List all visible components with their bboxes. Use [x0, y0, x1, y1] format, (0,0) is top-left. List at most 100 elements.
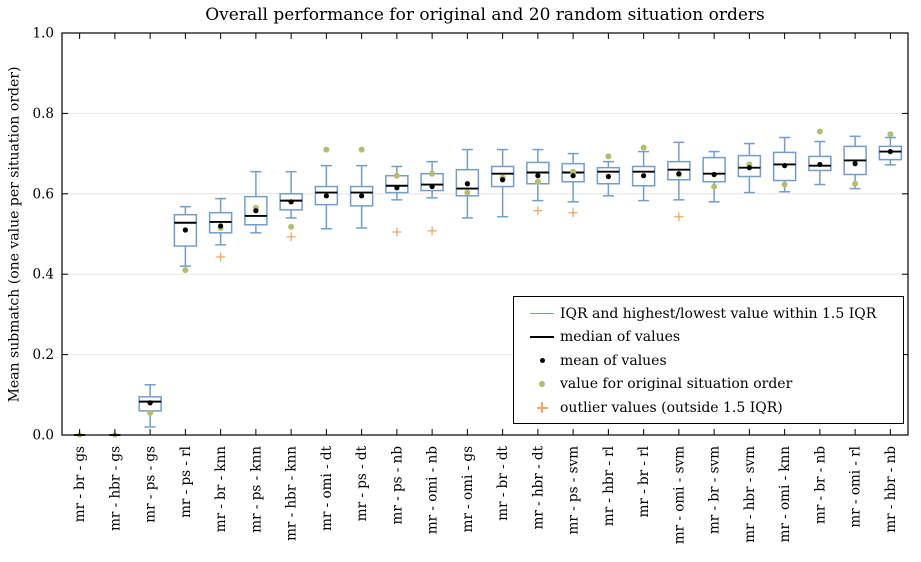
mean-dot [711, 171, 717, 178]
box-mr - hbr - rl [596, 153, 621, 197]
box-mr - br - rl [631, 144, 656, 202]
mean-dot [429, 183, 435, 190]
legend-row: value for original situation order [524, 373, 903, 397]
mean-dot [641, 173, 647, 179]
mean-dot [676, 171, 682, 177]
mean-dot [359, 193, 365, 199]
mean-dot [288, 199, 294, 205]
x-tick-label: mr - ps - nb [389, 446, 405, 524]
mean-dot [746, 165, 752, 171]
mean-dot [817, 161, 823, 168]
original-value-dot [534, 178, 541, 185]
x-tick-label: mr - hbr - dt [530, 445, 546, 529]
original-value-dot [816, 128, 823, 135]
mean-dot [147, 400, 153, 406]
x-tick-label: mr - br - gs [72, 446, 88, 522]
box-mr - br - svm [702, 150, 726, 203]
x-tick-label: mr - ps - svm [566, 446, 582, 535]
original-value-dot [147, 409, 154, 416]
box-mr - br - knn [208, 197, 233, 262]
y-tick-label: 0.2 [33, 347, 54, 363]
mean-dot [852, 161, 858, 167]
mean-dot [253, 208, 259, 214]
legend-row: IQR and highest/lowest value within 1.5 … [524, 302, 903, 326]
x-tick-label: mr - omi - rl [848, 446, 864, 528]
box-mr - br - nb [808, 128, 832, 186]
box-mr - omi - svm [667, 141, 691, 222]
box-mr - hbr - knn [279, 170, 303, 242]
x-tick-label: mr - ps - rl [178, 446, 194, 518]
original-value-dot [640, 144, 647, 151]
original-value-dot [464, 189, 471, 196]
original-value-dot [358, 146, 365, 153]
box-mr - omi - dt [314, 146, 339, 230]
mean-dot-icon [524, 358, 560, 364]
original-value-dot [182, 267, 189, 274]
mean-dot [605, 173, 611, 180]
legend-label: outlier values (outside 1.5 IQR) [560, 399, 783, 416]
original-value-dot [323, 146, 330, 153]
mean-dot [182, 227, 188, 233]
box-mr - ps - dt [349, 146, 374, 229]
x-tick-label: mr - br - svm [707, 446, 723, 534]
box-mr - ps - gs [138, 384, 162, 428]
x-tick-label: mr - br - rl [636, 446, 652, 517]
original-value-dot [570, 168, 577, 175]
original-value-dot [288, 223, 295, 230]
x-tick-label: mr - hbr - knn [284, 446, 300, 541]
box-mr - ps - svm [561, 152, 585, 218]
x-tick-label: mr - omi - nb [425, 446, 441, 534]
median-line-icon [524, 336, 560, 339]
box-mr - br - dt [490, 148, 515, 218]
legend-row: mean of values [524, 349, 903, 373]
x-tick-label: mr - br - dt [495, 445, 511, 520]
mean-dot [218, 223, 224, 229]
x-tick-label: mr - br - knn [213, 446, 229, 533]
original-value-dot [887, 131, 894, 138]
original-value-dot [393, 172, 400, 179]
x-tick-label: mr - hbr - gs [107, 446, 123, 531]
box-mr - omi - rl [843, 135, 867, 190]
box-mr - omi - nb [420, 160, 444, 236]
legend-row: median of values [524, 326, 903, 350]
x-tick-label: mr - omi - svm [671, 446, 687, 544]
y-tick-labels: 0.0 0.2 0.4 0.6 0.8 1.0 [33, 26, 54, 444]
legend-label: IQR and highest/lowest value within 1.5 … [560, 305, 877, 322]
legend-label: mean of values [560, 352, 667, 369]
mean-dot [500, 177, 506, 183]
plot-frame [61, 32, 909, 436]
box-mr - ps - nb [385, 165, 409, 237]
x-tick-label: mr - br - nb [812, 446, 828, 524]
legend-row: outlier values (outside 1.5 IQR) [524, 396, 903, 420]
x-tick-label: mr - hbr - svm [742, 446, 758, 543]
x-tick-label: mr - omi - knn [777, 446, 793, 543]
x-tick-label: mr - omi - dt [319, 445, 335, 530]
mean-dot [535, 173, 541, 179]
x-tick-label: mr - hbr - nb [883, 446, 899, 533]
x-tick-label: mr - omi - gs [460, 446, 476, 532]
y-tick-label: 0.4 [33, 267, 54, 283]
x-tick-label: mr - ps - gs [143, 446, 159, 523]
x-tick-labels: mr - br - gs mr - hbr - gs mr - ps - gs mr … [72, 445, 899, 544]
x-tick-label: mr - ps - dt [354, 445, 370, 521]
outlier-plus-icon [524, 402, 560, 414]
original-value-dot [429, 170, 436, 177]
x-tick-label: mr - hbr - rl [601, 446, 617, 526]
box-mr - omi - gs [455, 148, 480, 219]
original-value-dot [852, 180, 859, 187]
original-value-dot [711, 183, 718, 190]
legend-label: value for original situation order [560, 376, 793, 393]
original-value-dot [781, 181, 788, 188]
y-tick-label: 0.6 [33, 186, 54, 202]
boxplots [74, 128, 903, 438]
mean-dot [570, 173, 576, 179]
y-tick-label: 0.8 [33, 106, 54, 122]
mean-dot [782, 163, 788, 169]
original-dot-icon [524, 381, 560, 388]
y-tick-label: 1.0 [33, 26, 54, 42]
mean-dot [323, 193, 329, 199]
legend: IQR and highest/lowest value within 1.5 … [513, 296, 904, 424]
mean-dot [887, 148, 893, 155]
legend-label: median of values [560, 329, 681, 346]
